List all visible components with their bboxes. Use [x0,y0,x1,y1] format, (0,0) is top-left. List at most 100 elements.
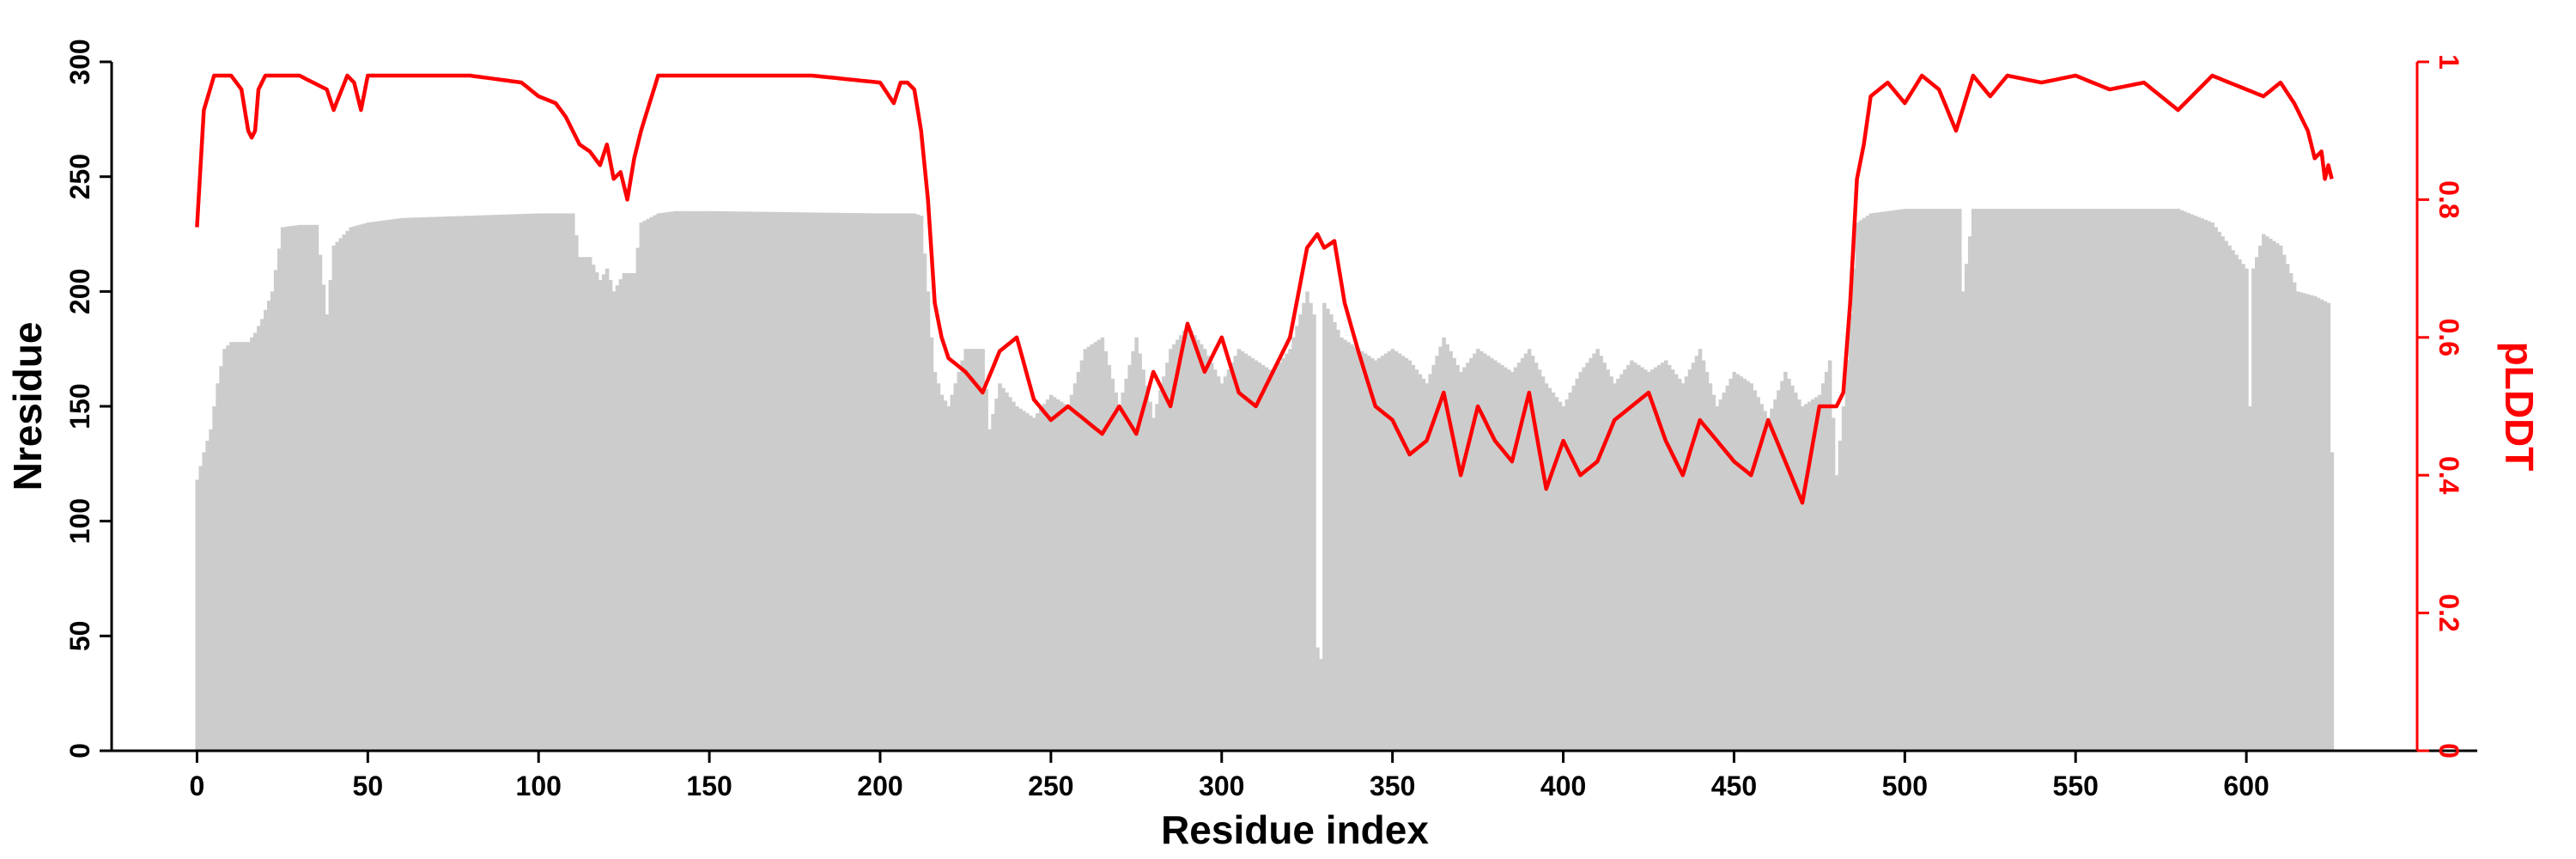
nresidue-bar [2108,209,2112,752]
nresidue-bar [1656,364,1662,751]
nresidue-bar [1937,209,1941,752]
x-tick-label: 150 [686,771,732,801]
nresidue-bar [1667,364,1672,751]
nresidue-bar [1801,406,1805,751]
nresidue-bar [414,217,418,751]
nresidue-bar [844,212,848,751]
nresidue-bar [2271,241,2276,751]
nresidue-bar [2217,231,2221,751]
nresidue-bar [260,319,264,751]
nresidue-bar [280,227,285,752]
nresidue-bar [1777,390,1781,751]
nresidue-bar [1025,413,1030,751]
nresidue-bar [837,212,841,751]
nresidue-bar [1879,211,1884,751]
x-tick-label: 50 [353,771,384,801]
nresidue-bar [1513,367,1518,751]
nresidue-bar [2036,209,2041,752]
nresidue-bar [1855,222,1860,752]
y2-tick-label: 0.8 [2433,180,2464,218]
nresidue-bar [1302,302,1306,751]
nresidue-bar [1722,392,1727,751]
nresidue-bar [400,217,404,751]
nresidue-bar [454,216,459,751]
nresidue-bar [872,213,876,751]
nresidue-bar [557,213,562,751]
nresidue-bar [2330,452,2335,751]
nresidue-bar [1322,302,1327,751]
nresidue-bar [2319,299,2324,751]
nresidue-bar [1619,374,1624,751]
nresidue-bar [1250,357,1255,751]
nresidue-bar [2135,209,2140,752]
nresidue-bar [1578,371,1583,751]
nresidue-bar [789,212,794,751]
nresidue-bar [1421,378,1426,751]
nresidue-bar [1599,356,1603,751]
nresidue-bar [2302,293,2307,751]
nresidue-bar [848,212,852,751]
nresidue-bar [222,349,227,751]
nresidue-bar [998,383,1002,751]
nresidue-bar [1691,362,1696,751]
nresidue-bar [1623,369,1627,751]
nresidue-bar [734,211,739,751]
x-tick-label: 400 [1540,771,1586,801]
nresidue-bar [1978,209,1983,752]
nresidue-bar [1349,344,1354,751]
nresidue-bars [195,209,2335,752]
nresidue-bar [1537,369,1542,751]
nresidue-bar [936,383,941,751]
nresidue-bar [236,342,240,751]
nresidue-bar [1637,364,1641,751]
nresidue-bar [257,326,261,751]
nresidue-bar [772,211,777,751]
nresidue-bar [1865,216,1870,751]
nresidue-bar [1643,369,1648,751]
nresidue-bar [1069,394,1074,751]
nresidue-bar [2309,295,2314,751]
nresidue-bar [451,216,456,751]
nresidue-bar [2295,291,2300,751]
nresidue-bar [1366,356,1371,751]
nresidue-bar [1486,356,1491,751]
nresidue-bar [1606,369,1610,751]
nresidue-bar [554,213,558,751]
nresidue-bar [1582,367,1587,751]
nresidue-bar [530,213,534,751]
nresidue-bar [2039,209,2044,752]
nresidue-bar [1186,326,1190,751]
y2-tick-label: 0.6 [2433,319,2464,356]
nresidue-bar [1558,401,1563,751]
nresidue-bar [1145,385,1149,751]
nresidue-bar [854,213,859,751]
nresidue-bar [680,210,684,751]
nresidue-bar [283,226,289,752]
nresidue-bar [851,213,855,751]
nresidue-bar [2288,272,2293,751]
nresidue-bar [967,349,972,751]
nresidue-bar [1684,376,1689,751]
nresidue-bar [649,216,654,751]
plddt-line [195,73,2334,505]
nresidue-bar [950,394,955,751]
nresidue-bar [2142,209,2147,752]
nresidue-bar [1076,371,1081,751]
nresidue-bar [202,452,206,751]
nresidue-bar [2050,209,2054,752]
nresidue-bar [1506,369,1511,751]
nresidue-bar [1001,387,1005,751]
nresidue-bar [1431,364,1436,751]
nresidue-bar [1677,378,1682,751]
nresidue-bar [895,213,900,751]
nresidue-bar [1910,209,1914,752]
nresidue-bar [690,210,695,751]
nresidue-bar [2292,282,2297,751]
nresidue-bar [2268,238,2273,751]
nresidue-bar [786,211,791,751]
nresidue-bar [943,400,948,751]
nresidue-bar [827,212,831,751]
y2-tick-label: 0.2 [2433,594,2464,631]
nresidue-bar [2251,268,2256,752]
